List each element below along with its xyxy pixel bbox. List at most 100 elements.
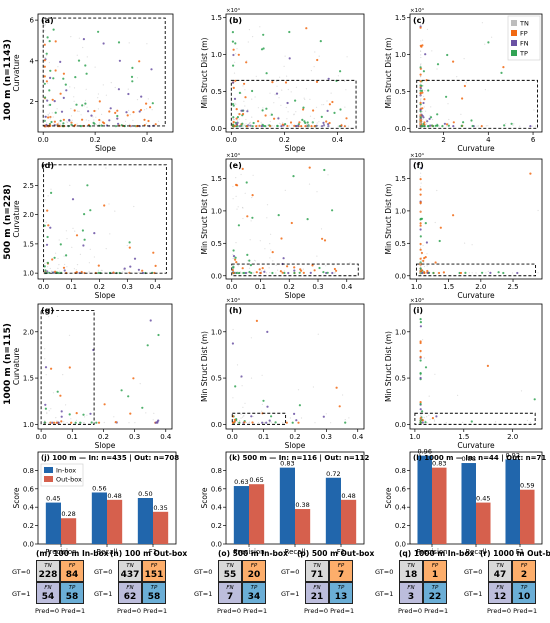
point-d-126 — [46, 209, 49, 212]
ylabel-k: Score — [200, 487, 209, 508]
point-g-30 — [52, 421, 56, 424]
point-f-152 — [436, 189, 438, 192]
point-f-123 — [426, 265, 428, 267]
point-h-76 — [234, 422, 237, 424]
cm-cell-label: FN — [407, 585, 415, 591]
point-c-318 — [420, 125, 423, 128]
point-g-32 — [56, 390, 59, 393]
point-g-80 — [59, 394, 62, 397]
ytick-label-l-4: 0.8 — [395, 467, 406, 475]
point-c-101 — [448, 118, 450, 121]
cm-cell-0-fn: FN 54 — [36, 582, 60, 604]
point-e-122 — [232, 185, 234, 188]
point-i-84 — [420, 352, 422, 354]
point-c-103 — [533, 109, 535, 111]
point-b-254 — [288, 30, 291, 34]
point-h-83 — [236, 421, 239, 423]
point-g-38 — [48, 316, 50, 318]
bar-value-l-1-2: 0.59 — [520, 482, 534, 490]
point-e-48 — [325, 265, 327, 267]
point-a-50 — [49, 103, 52, 106]
ylabel-f: Min Struct Dist (m) — [384, 183, 393, 254]
point-e-12 — [269, 243, 271, 245]
point-b-264 — [340, 124, 343, 127]
point-f-126 — [427, 271, 430, 274]
point-e-46 — [290, 221, 293, 225]
point-b-150 — [285, 106, 287, 109]
point-d-135 — [57, 267, 59, 269]
point-d-115 — [58, 264, 60, 266]
point-a-143 — [44, 97, 46, 99]
point-g-50 — [82, 413, 85, 416]
xtick-label-e-1: 0.1 — [255, 283, 266, 291]
point-i-67 — [419, 325, 422, 328]
point-d-156 — [112, 271, 115, 274]
point-b-287 — [262, 124, 265, 127]
bar-l-in-box-1 — [461, 463, 476, 544]
ytick-label-c-2: 1.0 — [395, 51, 406, 59]
point-b-117 — [348, 125, 350, 127]
point-c-252 — [460, 113, 462, 115]
point-c-14 — [436, 113, 439, 116]
point-b-79 — [271, 125, 273, 127]
xtick-label-d-4: 0.4 — [150, 283, 162, 291]
point-b-279 — [265, 72, 268, 75]
point-c-58 — [436, 63, 440, 66]
point-e-26 — [260, 270, 262, 272]
point-d-10 — [55, 252, 57, 254]
point-b-173 — [276, 85, 278, 87]
category-label-l-0: Precision — [416, 548, 447, 556]
point-a-255 — [60, 125, 62, 127]
point-b-190 — [257, 120, 260, 123]
cm-row-label-3-0: GT=0 — [281, 568, 300, 576]
point-a-114 — [81, 125, 83, 127]
point-i-23 — [434, 373, 436, 375]
cm-col-labels-0: Pred=0 Pred=1 — [35, 607, 86, 615]
ytick-label-a-2: 6 — [30, 17, 35, 25]
point-g-46 — [50, 408, 52, 410]
point-e-45 — [269, 272, 271, 274]
point-g-69 — [79, 421, 82, 424]
point-g-82 — [50, 421, 52, 423]
point-g-68 — [70, 421, 73, 424]
point-d-155 — [65, 230, 67, 232]
point-b-93 — [252, 121, 255, 125]
cm-cell-1-tn: TN 437 — [118, 560, 142, 582]
point-i-22 — [423, 416, 425, 419]
bar-value-k-1-0: 0.65 — [249, 476, 263, 484]
point-b-292 — [260, 125, 263, 128]
point-e-59 — [237, 224, 240, 227]
point-e-73 — [266, 204, 269, 206]
point-a-22 — [126, 114, 129, 117]
point-a-72 — [82, 46, 84, 49]
point-e-130 — [281, 271, 284, 274]
point-a-185 — [73, 96, 75, 98]
point-i-60 — [435, 415, 438, 418]
point-a-144 — [59, 60, 62, 64]
point-b-91 — [245, 118, 247, 121]
point-b-155 — [273, 125, 275, 127]
cm-cell-label: FN — [44, 585, 52, 591]
point-c-266 — [425, 119, 427, 121]
point-f-73 — [537, 272, 539, 274]
point-a-2 — [53, 100, 56, 103]
bar-value-j-1-1: 0.48 — [107, 492, 121, 500]
point-a-279 — [87, 110, 90, 113]
point-b-191 — [300, 125, 303, 128]
ytick-label-d-1: 1.5 — [23, 240, 34, 248]
point-b-18 — [281, 89, 283, 91]
point-g-28 — [46, 422, 48, 424]
bar-legend-label-0: In-box — [56, 467, 76, 475]
ytick-label-g-0: 1.0 — [23, 421, 34, 429]
point-c-279 — [421, 116, 423, 119]
scatter-legend-swatch-FP — [511, 30, 517, 36]
point-c-193 — [445, 123, 449, 126]
cm-cell-value: 2 — [520, 570, 528, 580]
axes-frame-i — [409, 303, 543, 430]
point-i-9 — [419, 349, 422, 353]
point-e-98 — [326, 271, 329, 274]
xtick-label-a-0: 0.0 — [38, 136, 49, 144]
point-d-131 — [103, 204, 106, 207]
bar-j-out-box-0 — [61, 518, 77, 544]
bar-k-out-box-0 — [249, 484, 265, 544]
